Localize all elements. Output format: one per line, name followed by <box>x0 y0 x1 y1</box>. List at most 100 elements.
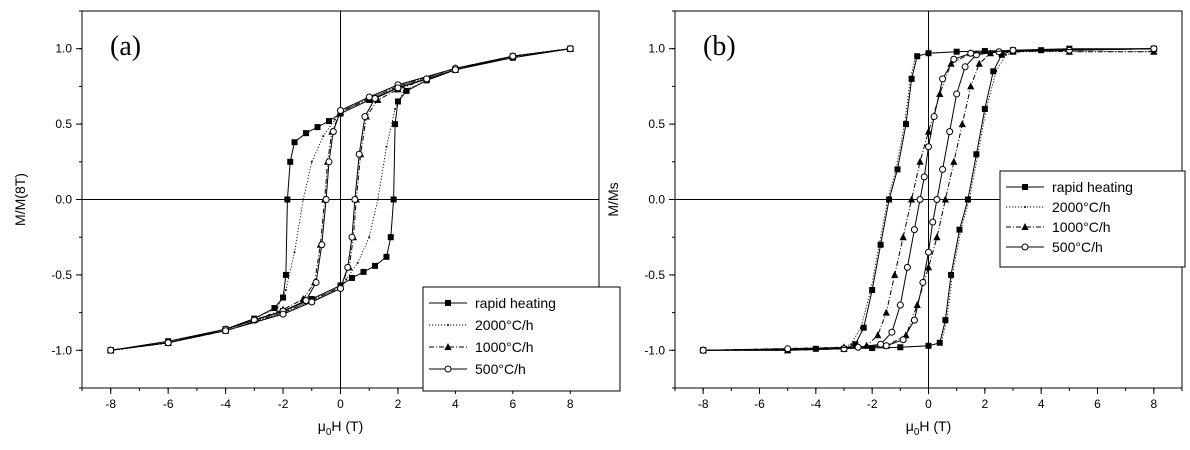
data-point <box>882 342 890 350</box>
data-point <box>871 347 874 350</box>
data-point <box>282 271 289 278</box>
legend-box <box>422 286 621 392</box>
y-tick-label: 0.0 <box>648 193 665 207</box>
data-point <box>924 127 933 135</box>
y-tick-label: -1.0 <box>644 343 665 357</box>
legend-swatch-marker <box>444 365 452 373</box>
data-point <box>995 70 998 73</box>
data-point <box>933 196 941 203</box>
data-point <box>392 121 399 128</box>
legend-label: rapid heating <box>475 295 556 311</box>
data-point <box>356 261 359 264</box>
data-point <box>451 66 459 74</box>
legend: rapid heating 2000°C/h 1000°C/h 500°C/h <box>422 286 621 392</box>
data-point <box>345 278 348 281</box>
panel-label: (b) <box>703 31 736 62</box>
legend-swatch-marker <box>447 324 449 326</box>
legend-swatch-marker <box>444 343 452 350</box>
data-point <box>318 241 326 249</box>
data-point <box>927 344 930 347</box>
y-tick-label: 0.5 <box>55 117 72 131</box>
x-tick-label: -6 <box>754 397 765 411</box>
y-tick-label: -0.5 <box>51 268 72 282</box>
data-point <box>276 307 279 310</box>
x-tick-label: -2 <box>867 397 878 411</box>
data-point <box>784 345 792 353</box>
data-point <box>933 233 941 241</box>
data-point <box>919 278 927 286</box>
data-point <box>914 55 917 58</box>
data-point <box>939 165 947 173</box>
data-point <box>899 233 907 241</box>
x-tick-label: -2 <box>278 397 289 411</box>
data-point <box>293 251 296 254</box>
legend-label: 500°C/h <box>1052 239 1103 255</box>
x-tick-label: 0 <box>337 397 344 411</box>
data-point <box>964 196 971 203</box>
data-point <box>326 118 333 125</box>
data-point <box>383 253 390 260</box>
data-point <box>314 124 321 131</box>
data-point <box>956 226 963 233</box>
data-point <box>310 160 313 163</box>
data-point <box>869 286 876 293</box>
x-tick-label: 6 <box>1094 397 1101 411</box>
data-point <box>1065 46 1073 54</box>
legend-swatch-marker <box>1024 206 1026 208</box>
data-point <box>953 90 961 98</box>
data-point <box>423 75 431 83</box>
data-point <box>913 301 921 309</box>
x-tick-label: 4 <box>452 397 459 411</box>
data-point <box>940 341 943 344</box>
legend-label: 1000°C/h <box>475 339 534 355</box>
data-point <box>1009 46 1017 54</box>
data-point <box>566 45 574 53</box>
data-point <box>899 346 902 349</box>
data-point <box>950 55 958 63</box>
data-point <box>303 130 310 137</box>
data-point <box>903 263 911 271</box>
data-point <box>942 317 949 324</box>
data-point <box>983 49 986 52</box>
data-point <box>882 308 890 316</box>
legend-label: 500°C/h <box>475 361 526 377</box>
data-point <box>896 301 904 309</box>
data-point <box>975 59 983 67</box>
data-point <box>990 68 997 75</box>
data-point <box>976 153 979 156</box>
legend-label: 2000°C/h <box>475 317 534 333</box>
data-point <box>291 139 298 146</box>
data-point <box>509 52 517 60</box>
data-point <box>344 263 352 271</box>
x-tick-label: 6 <box>509 397 516 411</box>
data-point <box>337 284 344 292</box>
data-point <box>394 108 397 111</box>
data-point <box>355 150 363 158</box>
data-point <box>312 278 320 286</box>
data-point <box>967 82 975 90</box>
legend-swatch-marker <box>445 300 451 306</box>
data-point <box>895 168 898 171</box>
data-point <box>945 319 948 322</box>
x-tick-label: -4 <box>810 397 821 411</box>
data-point <box>878 243 881 246</box>
data-point <box>920 173 928 181</box>
data-point <box>351 196 359 203</box>
x-tick-label: -8 <box>105 397 116 411</box>
data-point <box>284 288 287 291</box>
data-point <box>322 196 330 203</box>
data-point <box>325 158 333 166</box>
series-500-c-h <box>107 45 574 354</box>
data-point <box>1150 45 1158 53</box>
data-point <box>902 121 909 128</box>
legend-swatch-marker <box>1021 243 1029 251</box>
data-point <box>950 157 958 165</box>
data-point <box>886 198 889 201</box>
data-point <box>854 343 862 351</box>
data-point <box>877 241 884 248</box>
data-point <box>852 341 859 348</box>
data-point <box>348 274 355 281</box>
data-point <box>368 236 371 239</box>
panel-label: (a) <box>110 31 141 62</box>
